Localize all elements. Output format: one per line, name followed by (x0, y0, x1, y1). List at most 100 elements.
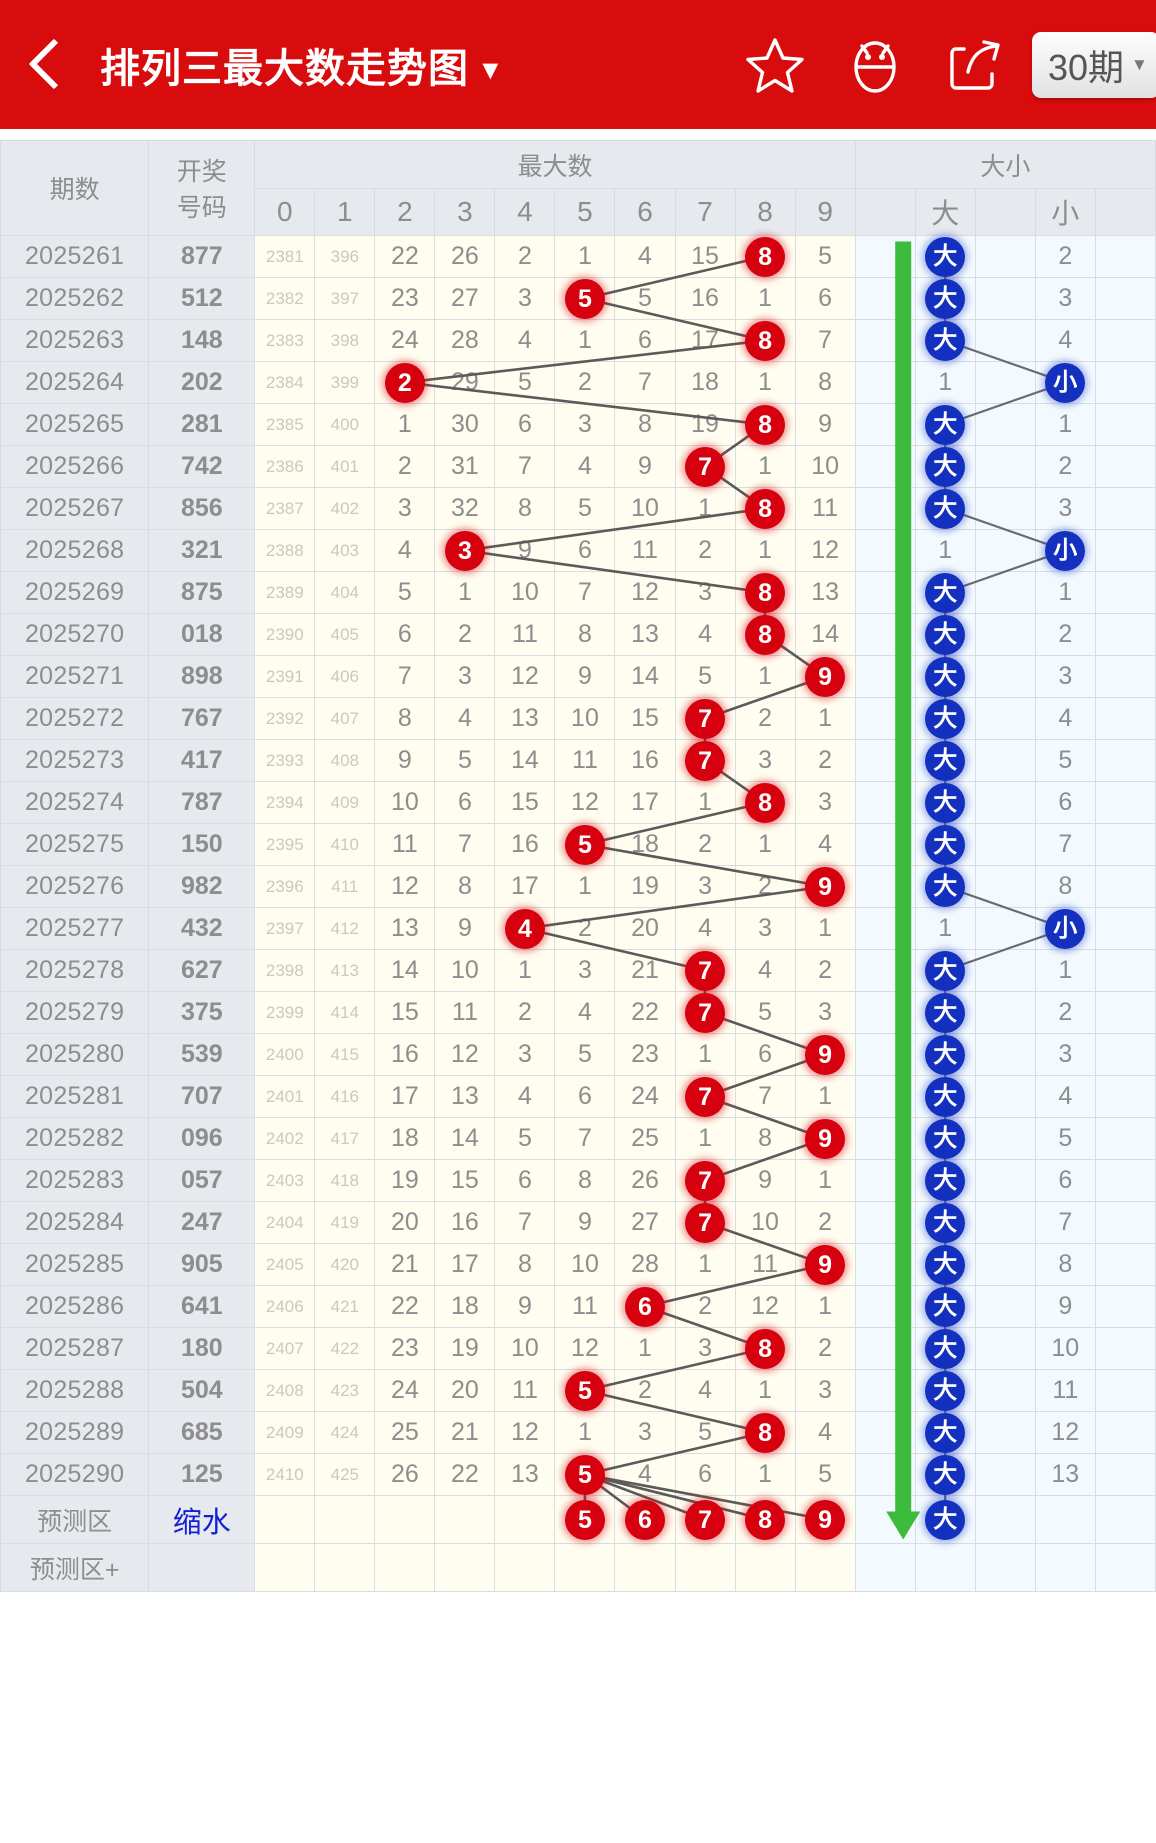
android-robot-icon[interactable] (844, 34, 906, 96)
cell-miss-6: 17 (614, 781, 676, 824)
table-row[interactable]: 2025267 856 2387 402 3 32 8 5 10 1 8 11 大 3 (0, 487, 1156, 530)
cell-issue: 2025279 (0, 991, 150, 1034)
table-row[interactable]: 2025261 877 2381 396 22 26 2 1 4 15 8 5 大 2 (0, 235, 1156, 278)
table-row[interactable]: 2025266 742 2386 401 2 31 7 4 9 7 1 10 大 2 (0, 445, 1156, 488)
cell-miss-4: 11 (494, 613, 556, 656)
cell-miss-4: 9 (494, 1285, 556, 1328)
table-row[interactable]: 2025280 539 2400 415 16 12 3 5 23 1 6 9 大 3 (0, 1033, 1156, 1076)
cell-dx-pad-1 (854, 991, 916, 1034)
cell-miss-1: 408 (314, 739, 376, 782)
cell-miss-1: 403 (314, 529, 376, 572)
cell-miss-1: 416 (314, 1075, 376, 1118)
cell-miss-2: 9 (374, 739, 436, 782)
cell-dx-pad-3 (1094, 403, 1156, 446)
cell-miss-2: 4 (374, 529, 436, 572)
cell-miss-2: 18 (374, 1117, 436, 1160)
cell-dx-pad-2 (974, 1453, 1036, 1496)
period-select[interactable]: 30期 ▼ (1032, 31, 1156, 98)
cell-miss-2: 5 (374, 571, 436, 614)
cell-issue: 2025263 (0, 319, 150, 362)
cell-dx-pad-3 (1094, 487, 1156, 530)
cell-miss-7: 5 (674, 655, 736, 698)
cell-dx-big: 大 (914, 1117, 976, 1160)
cell-dx-pad-2 (974, 1285, 1036, 1328)
table-row[interactable]: 2025279 375 2399 414 15 11 2 4 22 7 5 3 大 2 (0, 991, 1156, 1034)
cell-dx-pad-1 (854, 865, 916, 908)
cell-issue: 2025262 (0, 277, 150, 320)
share-icon[interactable] (944, 34, 1006, 96)
cell-miss-5: 11 (554, 1285, 616, 1328)
table-row[interactable]: 2025282 096 2402 417 18 14 5 7 25 1 8 9 大 5 (0, 1117, 1156, 1160)
table-row[interactable]: 2025285 905 2405 420 21 17 8 10 28 1 11 9 大 8 (0, 1243, 1156, 1286)
cell-issue: 2025277 (0, 907, 150, 950)
cell-issue: 2025286 (0, 1285, 150, 1328)
table-row[interactable]: 2025281 707 2401 416 17 13 4 6 24 7 7 1 大 4 (0, 1075, 1156, 1118)
table-row[interactable]: 2025287 180 2407 422 23 19 10 12 1 3 8 2 大 10 (0, 1327, 1156, 1370)
cell-miss-1: 404 (314, 571, 376, 614)
cell-miss-1: 402 (314, 487, 376, 530)
table-row[interactable]: 2025270 018 2390 405 6 2 11 8 13 4 8 14 大 2 (0, 613, 1156, 656)
cell-miss-4: 2 (494, 235, 556, 278)
cell-miss-9: 13 (794, 571, 856, 614)
table-row[interactable]: 2025289 685 2409 424 25 21 12 1 3 5 8 4 大 12 (0, 1411, 1156, 1454)
table-row[interactable]: 2025288 504 2408 423 24 20 11 5 2 4 1 3 大 11 (0, 1369, 1156, 1412)
cell-dx-small: 3 (1034, 487, 1096, 530)
page-title[interactable]: 排列三最大数走势图 ▼ (100, 36, 505, 94)
cell-issue: 2025270 (0, 613, 150, 656)
table-row[interactable]: 2025283 057 2403 418 19 15 6 8 26 7 9 1 大 6 (0, 1159, 1156, 1202)
table-row[interactable]: 2025276 982 2396 411 12 8 17 1 19 3 2 9 大 8 (0, 865, 1156, 908)
table-row[interactable]: 2025262 512 2382 397 23 27 3 5 5 16 1 6 大 3 (0, 277, 1156, 320)
cell-miss-1: 407 (314, 697, 376, 740)
table-row[interactable]: 2025265 281 2385 400 1 30 6 3 8 19 8 9 大 1 (0, 403, 1156, 446)
table-row[interactable]: 2025278 627 2398 413 14 10 1 3 21 7 4 2 大 1 (0, 949, 1156, 992)
table-row[interactable]: 2025275 150 2395 410 11 7 16 5 18 2 1 4 大 7 (0, 823, 1156, 866)
pred-plus-row[interactable]: 预测区+ (0, 1543, 1156, 1592)
cell-issue: 2025282 (0, 1117, 150, 1160)
cell-miss-5: 5 (554, 487, 616, 530)
hit-ball: 5 (564, 1370, 605, 1411)
header-group-row: 期数 开奖 号码 最大数 大小 (0, 140, 1156, 236)
table-row[interactable]: 2025290 125 2410 425 26 22 13 5 4 6 1 5 大 13 (0, 1453, 1156, 1496)
cell-miss-3: 28 (434, 319, 496, 362)
cell-miss-1: 406 (314, 655, 376, 698)
big-ball: 大 (925, 446, 966, 487)
big-ball: 大 (925, 1412, 966, 1453)
table-row[interactable]: 2025274 787 2394 409 10 6 15 12 17 1 8 3 大 6 (0, 781, 1156, 824)
table-row[interactable]: 2025277 432 2397 412 13 9 4 2 20 4 3 1 1 小 (0, 907, 1156, 950)
big-ball: 大 (925, 1328, 966, 1369)
header-digit-0: 0 (254, 188, 316, 236)
star-icon[interactable] (744, 34, 806, 96)
cell-miss-7: 18 (674, 361, 736, 404)
chevron-left-icon[interactable] (22, 34, 68, 96)
pred-plus-cell-2 (374, 1543, 436, 1592)
chevron-down-icon[interactable]: ▼ (477, 54, 505, 85)
trend-table-container: 期数 开奖 号码 最大数 大小 0 1 2 3 4 5 6 7 (0, 129, 1156, 1592)
table-row[interactable]: 2025272 767 2392 407 8 4 13 10 15 7 2 1 大 4 (0, 697, 1156, 740)
table-row[interactable]: 2025263 148 2383 398 24 28 4 1 6 17 8 7 大 4 (0, 319, 1156, 362)
table-row[interactable]: 2025271 898 2391 406 7 3 12 9 14 5 1 9 大 3 (0, 655, 1156, 698)
table-row[interactable]: 2025286 641 2406 421 22 18 9 11 6 2 12 1 大 9 (0, 1285, 1156, 1328)
cell-miss-8: 8 (734, 403, 796, 446)
cell-miss-5: 10 (554, 697, 616, 740)
pred-shrink-link[interactable]: 缩水 (148, 1495, 256, 1544)
cell-dx-big: 大 (914, 865, 976, 908)
pred-row[interactable]: 预测区 缩水 5 6 7 8 9 大 (0, 1495, 1156, 1544)
pred-plus-cell-7 (674, 1543, 736, 1592)
table-row[interactable]: 2025269 875 2389 404 5 1 10 7 12 3 8 13 大 1 (0, 571, 1156, 614)
table-row[interactable]: 2025264 202 2384 399 2 29 5 2 7 18 1 8 1 小 (0, 361, 1156, 404)
table-row[interactable]: 2025284 247 2404 419 20 16 7 9 27 7 10 2 大 7 (0, 1201, 1156, 1244)
cell-dx-small: 1 (1034, 949, 1096, 992)
cell-miss-5: 7 (554, 1117, 616, 1160)
cell-dx-pad-1 (854, 1075, 916, 1118)
cell-miss-4: 12 (494, 1411, 556, 1454)
cell-issue: 2025283 (0, 1159, 150, 1202)
table-row[interactable]: 2025268 321 2388 403 4 3 9 6 11 2 1 12 1 小 (0, 529, 1156, 572)
cell-dx-pad-1 (854, 1453, 916, 1496)
period-select-value: 30期 (1048, 46, 1125, 88)
cell-dx-small: 3 (1034, 655, 1096, 698)
pred-cell-2 (374, 1495, 436, 1544)
pred-plus-cell-9 (794, 1543, 856, 1592)
cell-dx-pad-2 (974, 487, 1036, 530)
table-row[interactable]: 2025273 417 2393 408 9 5 14 11 16 7 3 2 大 5 (0, 739, 1156, 782)
cell-miss-3: 21 (434, 1411, 496, 1454)
